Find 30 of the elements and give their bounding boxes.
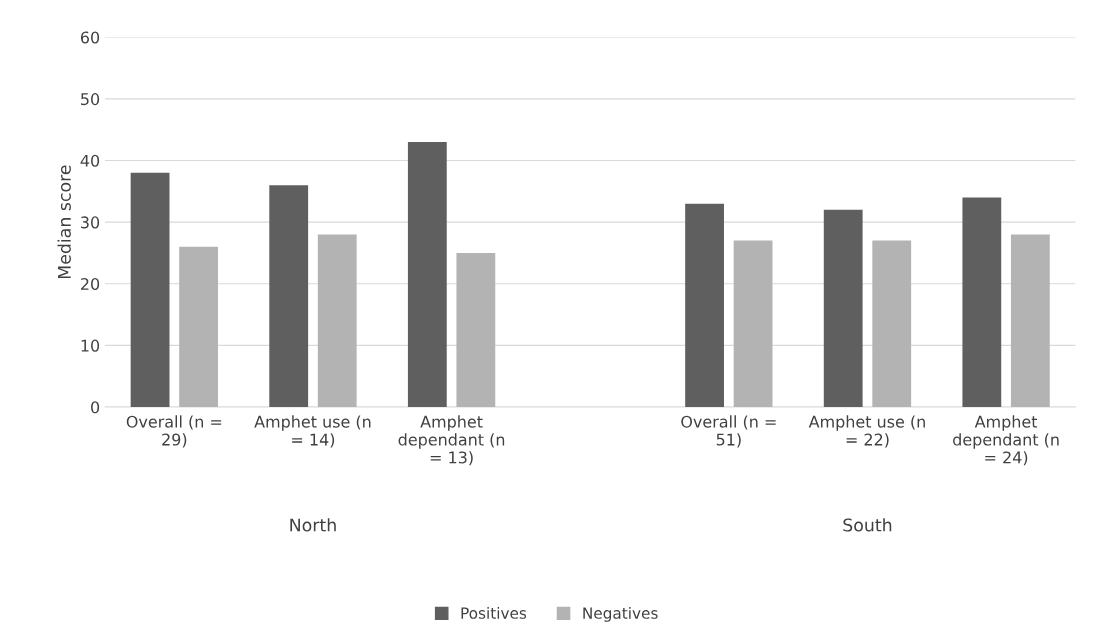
bar — [179, 246, 218, 408]
bar — [823, 209, 863, 408]
legend-label: Positives — [461, 607, 527, 619]
y-tick-label: 20 — [81, 277, 100, 291]
y-tick-label: 50 — [81, 93, 100, 106]
x-tick-label: Amphet dependant (n = 13) — [398, 415, 505, 466]
bar — [456, 252, 496, 408]
x-tick-label: Amphet use (n = 14) — [254, 415, 371, 448]
text: South — [843, 518, 892, 532]
bar — [407, 142, 447, 408]
bar — [733, 240, 773, 408]
x-tick-label: Amphet dependant (n = 24) — [953, 415, 1059, 466]
bar — [872, 240, 912, 408]
bar — [317, 234, 357, 408]
x-tick-label: Overall (n = 29) — [126, 415, 222, 448]
bar — [130, 172, 170, 408]
bar — [1010, 234, 1050, 408]
y-tick-label: 40 — [80, 154, 100, 167]
bar — [269, 185, 309, 408]
x-tick-label: Overall (n = 51) — [681, 415, 776, 448]
bar — [962, 197, 1002, 408]
y-axis-title: Median score — [57, 165, 71, 279]
legend-label: Negatives — [583, 607, 658, 622]
y-tick-label: 10 — [81, 339, 100, 352]
y-tick-label: 60 — [80, 31, 100, 44]
y-tick-label: 0 — [91, 401, 100, 414]
y-tick-label: 30 — [81, 216, 100, 229]
bar — [685, 203, 724, 408]
text: North — [290, 518, 336, 532]
x-tick-label: Amphet use (n = 22) — [808, 415, 925, 448]
